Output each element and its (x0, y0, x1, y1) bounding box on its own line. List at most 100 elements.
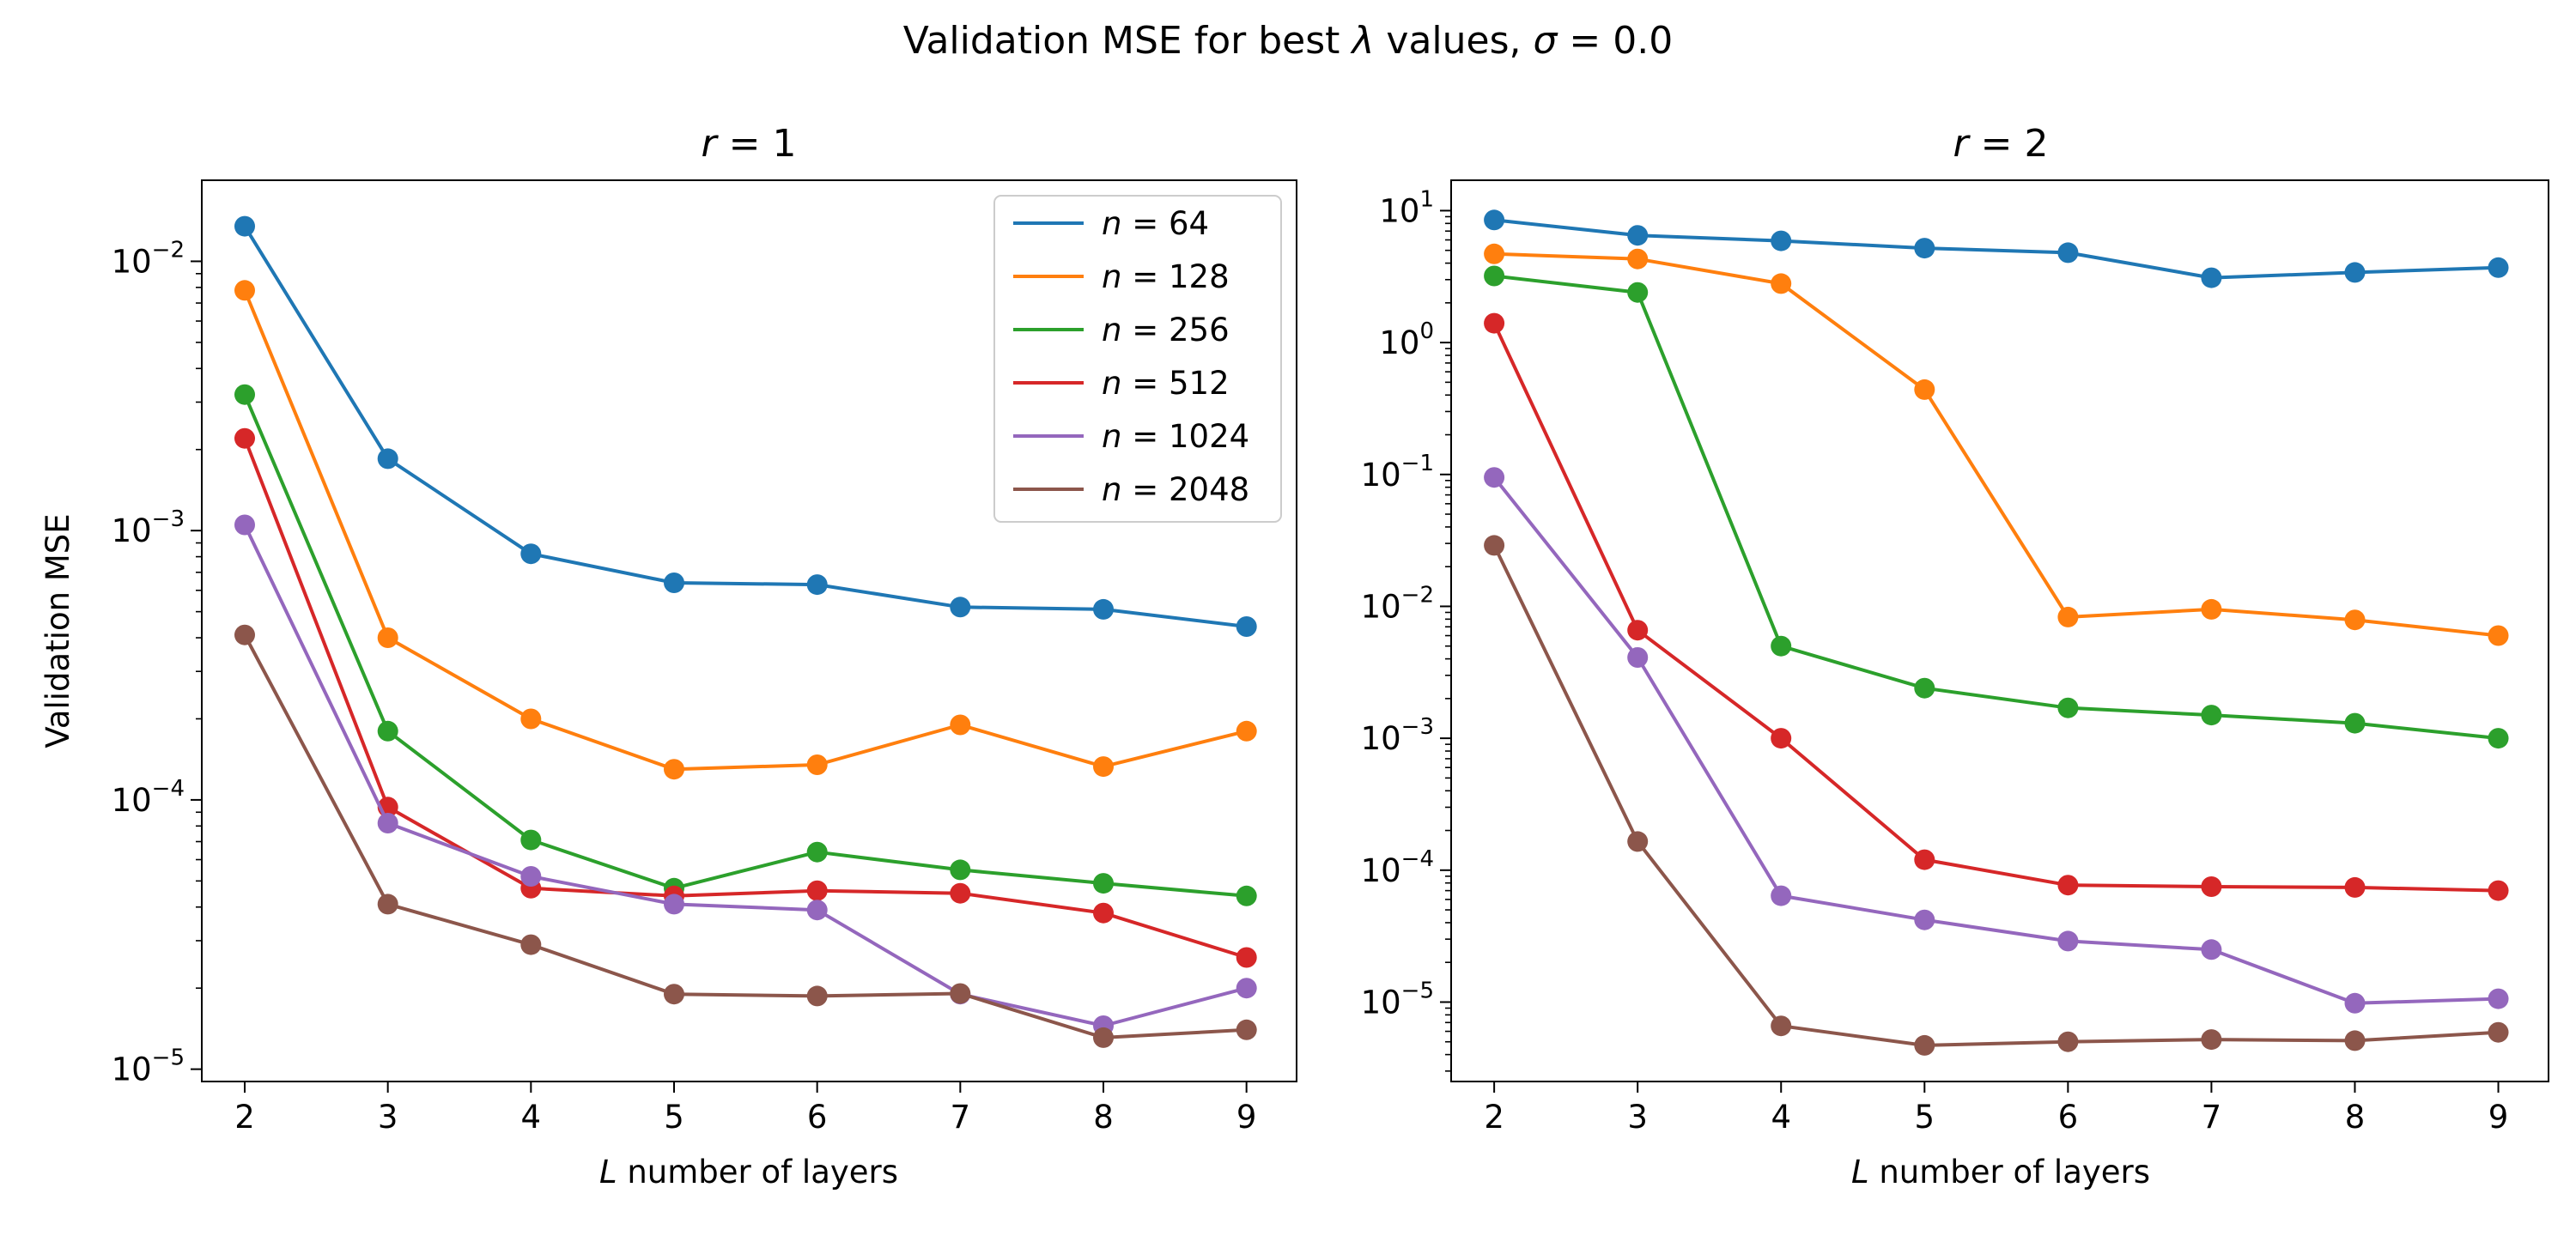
left-data-point (1093, 873, 1114, 894)
right-data-point (2201, 598, 2222, 620)
right-data-point (1627, 248, 1649, 270)
left-panel: r = 1 10−2 10−3 10−4 10−5 2 3 4 5 6 7 8 9 L number … (39, 122, 1297, 1191)
legend-label-n512: n = 512 (1102, 365, 1230, 402)
legend-label-n64: n = 64 (1102, 205, 1209, 242)
right-data-point (2057, 875, 2079, 896)
right-x-tick-label: 6 (2058, 1099, 2079, 1136)
legend-entry: n = 64 (1013, 205, 1209, 242)
right-data-point (1627, 620, 1649, 641)
left-data-point (806, 880, 828, 901)
left-data-point (520, 708, 542, 730)
right-data-point (1484, 312, 1505, 334)
right-axes-frame (1450, 179, 2549, 1082)
left-x-tick-label: 6 (807, 1099, 828, 1136)
left-data-point (806, 900, 828, 921)
right-data-point (1914, 849, 1935, 870)
legend-entry: n = 256 (1013, 312, 1230, 348)
right-data-point (1771, 728, 1792, 749)
right-data-point (1627, 225, 1649, 246)
legend-entry: n = 2048 (1013, 471, 1249, 508)
left-data-point (234, 280, 255, 301)
left-plot-area: 10−2 10−3 10−4 10−5 2 3 4 5 6 7 8 9 (112, 215, 1257, 1136)
right-data-point (2201, 939, 2222, 960)
left-data-point (1236, 720, 1257, 742)
left-data-point (520, 829, 542, 851)
right-y-tick-label: 10−4 (1361, 846, 1434, 889)
left-data-point (234, 514, 255, 536)
right-x-tick-label: 9 (2488, 1099, 2509, 1136)
legend-entry: n = 512 (1013, 365, 1230, 402)
left-x-tick-label: 7 (951, 1099, 971, 1136)
left-data-point (1236, 1019, 1257, 1040)
right-x-axis-label: L number of layers (1851, 1154, 2150, 1191)
legend-label-n2048: n = 2048 (1102, 471, 1249, 508)
right-data-point (1914, 909, 1935, 930)
right-data-point (2488, 880, 2509, 901)
left-series-line-5 (243, 633, 1247, 1039)
left-data-point (520, 543, 542, 565)
right-data-point (1914, 238, 1935, 259)
left-data-point (664, 984, 684, 1005)
right-y-tick-label: 10−3 (1361, 714, 1434, 757)
left-data-point (1093, 756, 1114, 778)
left-data-point (1093, 902, 1114, 924)
right-data-point (1484, 265, 1505, 287)
right-data-point (2201, 267, 2222, 288)
left-data-point (950, 983, 971, 1004)
right-series-line-5 (1492, 544, 2499, 1047)
left-data-point (377, 894, 398, 915)
right-data-point (2488, 988, 2509, 1009)
legend-entry: n = 128 (1013, 258, 1230, 295)
right-data-point (1627, 647, 1649, 668)
left-y-tick-label: 10−3 (112, 506, 185, 549)
left-data-point (950, 882, 971, 904)
left-y-tick-label: 10−2 (112, 237, 185, 280)
right-data-point (2488, 257, 2509, 278)
left-data-point (520, 866, 542, 887)
left-data-point (806, 754, 828, 775)
left-x-tick-label: 2 (234, 1099, 255, 1136)
left-data-point (664, 894, 684, 915)
right-series-line-2 (1493, 274, 2499, 741)
right-data-point (2488, 1021, 2509, 1043)
right-data-point (1771, 885, 1792, 906)
left-data-point (234, 384, 255, 405)
right-y-tick-label: 10−5 (1361, 978, 1434, 1021)
right-data-point (1484, 467, 1505, 488)
right-data-point (1914, 379, 1935, 400)
left-data-point (806, 841, 828, 863)
left-data-point (234, 624, 255, 645)
right-series-line-0 (1493, 218, 2499, 280)
left-data-point (234, 215, 255, 237)
left-data-point (950, 714, 971, 736)
legend-label-n1024: n = 1024 (1102, 418, 1249, 455)
right-x-tick-label: 5 (1915, 1099, 1935, 1136)
left-data-point (1093, 1027, 1114, 1048)
right-x-tick-label: 8 (2345, 1099, 2366, 1136)
right-y-tick-label: 101 (1379, 186, 1434, 229)
left-axes-frame (201, 179, 1297, 1082)
right-plot-area: 101 100 10−1 10−2 10−3 10−4 10−5 2 3 4 5 6 7 8 9 (1361, 186, 2509, 1136)
left-data-point (1236, 616, 1257, 637)
right-data-point (2057, 1031, 2079, 1052)
left-data-point (520, 934, 542, 955)
left-y-axis-label: Validation MSE (39, 513, 76, 748)
left-data-point (664, 759, 684, 780)
right-series-line-4 (1492, 476, 2499, 1005)
figure-title: Validation MSE for best λ values, σ = 0.… (903, 19, 1673, 63)
legend-label-n128: n = 128 (1102, 258, 1230, 295)
left-x-tick-label: 9 (1236, 1099, 1257, 1136)
right-data-point (1914, 1034, 1935, 1056)
left-series-line-4 (243, 524, 1248, 1027)
right-series-line-1 (1494, 251, 2499, 638)
right-data-point (1484, 535, 1505, 556)
left-series-line-0 (243, 225, 1247, 628)
right-data-point (2201, 1029, 2222, 1051)
right-x-tick-label: 4 (1771, 1099, 1791, 1136)
right-x-tick-label: 7 (2202, 1099, 2222, 1136)
right-panel: r = 2 101 100 10−1 10−2 10−3 10−4 10−5 2 3 4 5 6 7 8 9… (1361, 122, 2549, 1191)
right-data-point (2057, 697, 2079, 718)
right-y-tick-label: 100 (1379, 318, 1434, 361)
